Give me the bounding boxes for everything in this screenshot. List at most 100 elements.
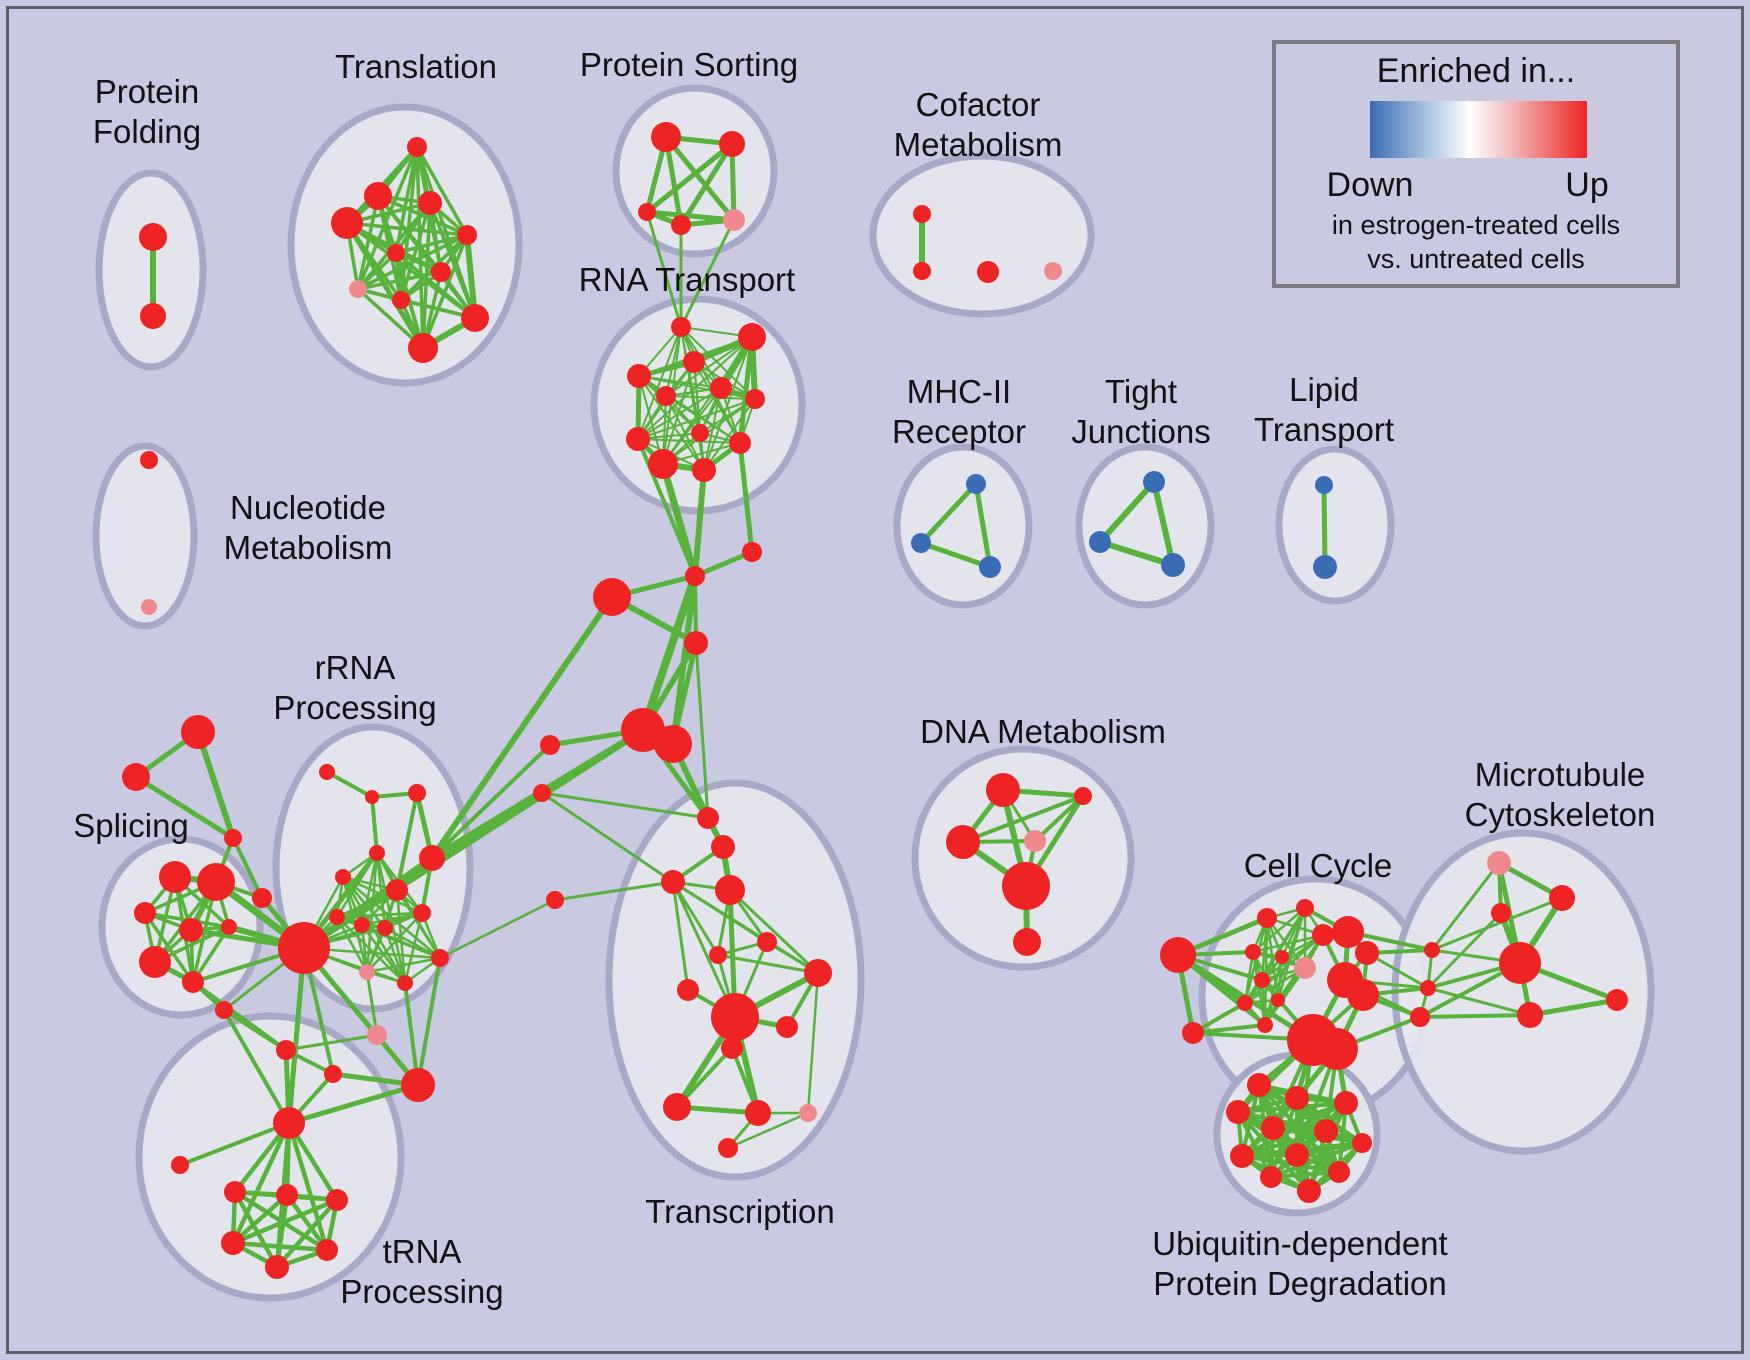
edge-r1-r7	[680, 326, 756, 400]
edge-cc5-cc12	[1251, 933, 1325, 954]
edge-ub6-ub8	[1240, 1129, 1328, 1158]
node-cc11	[1257, 1017, 1273, 1033]
node-cc18	[1316, 1028, 1358, 1070]
edge-d2-d3	[961, 794, 1085, 844]
mhc-ii-receptor-ellipse	[893, 443, 1033, 609]
edge-r12-x1	[692, 467, 707, 579]
legend-up-label: Up	[1565, 166, 1609, 204]
edge-t3-t10	[428, 201, 477, 320]
node-cc14	[1355, 941, 1379, 965]
edge-r7-r11	[662, 398, 756, 465]
edge-j1-j3	[1151, 479, 1176, 568]
legend-gradient-bar	[1370, 101, 1587, 158]
edge-j2-j3	[1097, 539, 1176, 568]
node-ub5	[1261, 1116, 1285, 1140]
edge-tc7-tc2	[671, 880, 690, 992]
edge-u3-u4	[230, 1197, 340, 1246]
node-d5	[1002, 862, 1050, 910]
node-r2	[738, 323, 766, 351]
node-u3	[326, 1189, 348, 1211]
edge-x4-tc0	[694, 641, 710, 820]
node-x1	[685, 566, 705, 586]
edge-u2-u4	[230, 1192, 290, 1246]
edge-u1-u6	[232, 1189, 280, 1270]
edge-b2-mt5	[1426, 986, 1532, 1017]
node-s2	[719, 131, 745, 157]
edge-hub2-tc1	[671, 742, 725, 849]
cluster-label-tight-junctions: Tight Junctions	[1071, 373, 1211, 450]
edge-r7-r9	[637, 398, 756, 440]
node-t6	[387, 244, 405, 262]
edge-tc2-tc5	[671, 880, 720, 957]
edge-s2-s3	[644, 141, 735, 215]
node-tc4	[757, 932, 777, 952]
edge-r2-r6	[665, 336, 753, 397]
node-ub12	[1297, 1179, 1321, 1203]
cluster-label-mhc-ii: MHC-II Receptor	[892, 373, 1026, 450]
node-c1	[913, 205, 931, 223]
node-tc0	[697, 807, 719, 829]
edge-r9-x1	[636, 437, 697, 578]
node-cc5	[1245, 944, 1261, 960]
node-mt1	[1487, 851, 1511, 875]
edge-th-u4	[230, 1120, 292, 1246]
node-t4	[331, 207, 363, 239]
node-tc12	[799, 1104, 817, 1122]
node-d2	[1074, 787, 1092, 805]
edge-r7-r12	[703, 398, 756, 471]
edge-x1-x2	[692, 549, 755, 579]
node-ub11	[1260, 1166, 1282, 1188]
edge-b1-mt2	[1430, 896, 1564, 952]
node-rr13	[329, 909, 345, 925]
node-tri2	[122, 763, 150, 791]
edge-rr10-rr13	[335, 911, 424, 919]
edge-j1-j2	[1097, 479, 1157, 545]
node-m2	[911, 533, 931, 553]
legend: Enriched in... Down Up in estrogen-treat…	[1272, 40, 1680, 288]
node-r4	[627, 364, 651, 388]
edge-b1-mt1	[1430, 861, 1501, 952]
edge-rr14-rr16	[365, 956, 442, 974]
edge-m1-m2	[918, 481, 979, 546]
node-v3	[401, 1068, 435, 1102]
edge-mt5-mt6	[1527, 997, 1620, 1018]
edge-cc5-cc9	[1243, 950, 1255, 1005]
node-ub1	[1247, 1073, 1271, 1097]
edge-v4-rr14	[365, 970, 379, 1037]
node-t11	[408, 333, 438, 363]
nucleotide-metabolism-ellipse	[92, 442, 198, 630]
cluster-label-transcription: Transcription	[645, 1193, 835, 1230]
node-n1	[140, 451, 158, 469]
node-ub6	[1314, 1119, 1338, 1143]
node-t5	[457, 225, 477, 245]
node-cc7	[1294, 957, 1316, 979]
edge-m2-m3	[918, 540, 993, 570]
node-ub2	[1285, 1086, 1309, 1110]
edge-r6-r12	[665, 395, 705, 471]
lipid-transport-ellipse	[1275, 445, 1395, 605]
node-cc8	[1254, 972, 1270, 988]
edge-x7-tc0	[540, 791, 710, 820]
edge-tri1-rr1	[195, 729, 236, 841]
node-spB	[197, 863, 235, 901]
cluster-label-nucleotide: Nucleotide Metabolism	[223, 489, 393, 566]
node-b1	[1424, 942, 1440, 958]
edge-r4-r12	[638, 375, 705, 471]
cluster-label-ubiquitin: Ubiquitin-dependent Protein Degradation	[1152, 1225, 1448, 1302]
node-t7	[431, 262, 451, 282]
edge-v1-spG	[191, 980, 288, 1052]
node-ub3	[1334, 1091, 1358, 1115]
node-ub10	[1328, 1161, 1350, 1183]
edge-tc3-tc6	[728, 888, 820, 975]
edge-th-rrhub	[286, 945, 307, 1126]
node-tri1	[181, 715, 215, 749]
edge-t5-t8	[356, 233, 469, 291]
node-x7	[533, 784, 551, 802]
node-r11	[648, 449, 678, 479]
node-r8	[691, 424, 709, 442]
node-cc4	[1296, 899, 1314, 917]
edge-rr7-rr12	[341, 875, 387, 930]
edge-x5-rr9	[430, 743, 552, 860]
